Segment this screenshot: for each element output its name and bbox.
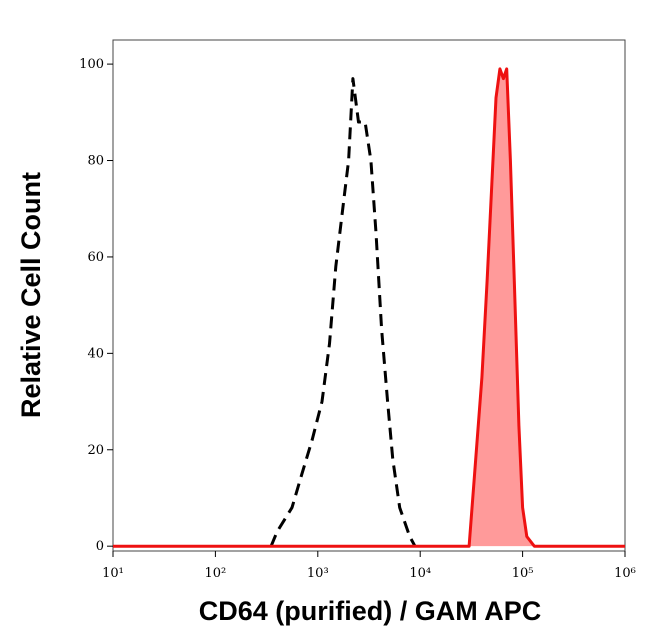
- line: [269, 77, 417, 547]
- plot-frame: [112, 39, 626, 552]
- y-tick-label: 20: [87, 443, 104, 458]
- x-axis-label: CD64 (purified) / GAM APC: [199, 596, 542, 626]
- y-tick-label: 40: [87, 346, 104, 361]
- y-axis-label: Relative Cell Count: [16, 172, 46, 418]
- x-tick-label: 10⁵: [512, 566, 534, 581]
- y-tick-label: 60: [87, 250, 104, 265]
- x-tick-label: 10⁴: [409, 566, 431, 581]
- x-tick-label: 10³: [307, 566, 329, 581]
- line: [113, 67, 625, 548]
- area: [113, 68, 625, 547]
- y-tick-label: 100: [79, 57, 104, 72]
- x-tick-label: 10¹: [102, 566, 124, 581]
- y-tick-label: 0: [96, 539, 104, 554]
- x-tick-label: 10²: [205, 566, 227, 581]
- y-tick-label: 80: [87, 154, 104, 169]
- x-tick-label: 10⁶: [614, 566, 636, 581]
